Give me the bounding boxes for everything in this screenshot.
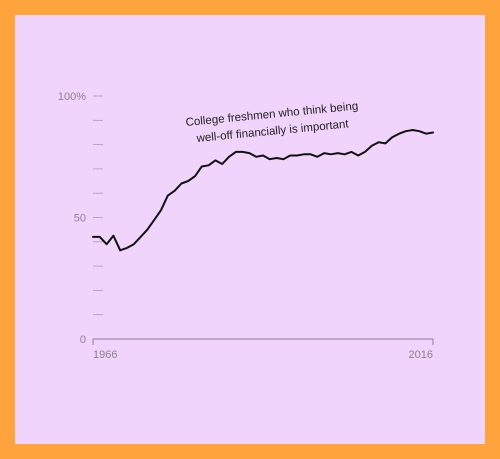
line-chart: 100%500 1966 2016 College freshmen who th… <box>58 91 434 361</box>
y-axis: 100% 50 0 <box>58 91 103 346</box>
y-tick-label: 50 <box>74 213 86 225</box>
x-tick-label: 1966 <box>93 349 117 361</box>
series-layer <box>92 129 434 252</box>
series-line <box>92 129 434 252</box>
x-axis: 1966 2016 <box>92 338 434 361</box>
chart-panel: 100% 50 0 1966 2016 College freshmen who th… <box>15 15 485 444</box>
x-tick-label: 2016 <box>409 349 433 361</box>
y-tick-label: 0 <box>80 334 86 346</box>
y-tick-label: 100% <box>58 91 86 103</box>
